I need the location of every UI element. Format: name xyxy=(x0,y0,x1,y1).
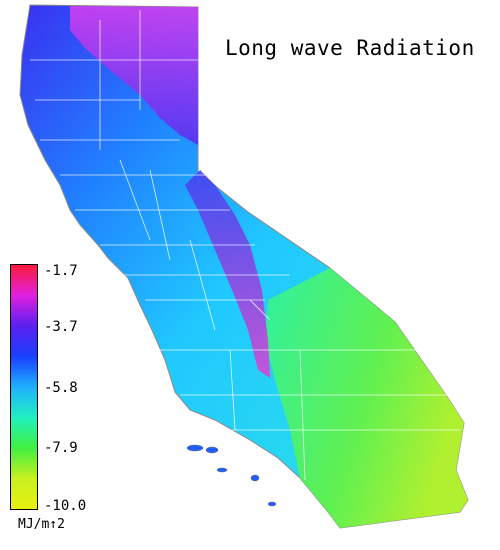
desert-region xyxy=(265,268,468,528)
legend-unit-label: MJ/m↑2 xyxy=(18,517,65,532)
county-borders xyxy=(30,10,460,481)
channel-islands xyxy=(186,444,277,507)
legend-color-bar xyxy=(10,264,38,510)
legend-tick-label: -7.9 xyxy=(44,440,78,456)
northern-highlands xyxy=(70,6,198,145)
legend-tick-label: -3.7 xyxy=(44,319,78,335)
map-title: Long wave Radiation xyxy=(225,36,475,60)
legend-tick-label: -5.8 xyxy=(44,380,78,396)
legend-tick-label: -10.0 xyxy=(44,498,87,514)
legend-tick-label: -1.7 xyxy=(44,263,78,279)
sierra-ridge xyxy=(185,170,270,378)
